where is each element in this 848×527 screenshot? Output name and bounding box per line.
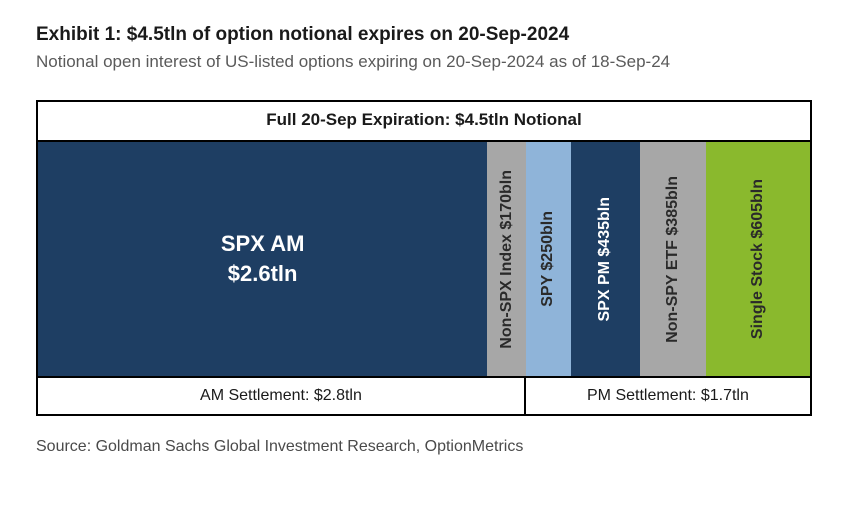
segment-spx_am: SPX AM$2.6tln	[38, 142, 487, 376]
pm-settlement-cell: PM Settlement: $1.7tln	[526, 378, 810, 416]
segment-label-spx_am: SPX AM$2.6tln	[221, 229, 305, 288]
segment-non_spy_etf: Non-SPY ETF $385bln	[640, 142, 706, 376]
am-settlement-cell: AM Settlement: $2.8tln	[38, 378, 526, 416]
segment-label-spx_pm: SPX PM $435bln	[596, 197, 614, 322]
settlement-row: AM Settlement: $2.8tln PM Settlement: $1…	[38, 378, 810, 416]
stacked-bar: SPX AM$2.6tln Non-SPX Index $170bln SPY $2…	[38, 142, 810, 378]
segment-label-single_stock: Single Stock $605bln	[749, 179, 767, 339]
segment-spx_pm: SPX PM $435bln	[571, 142, 640, 376]
exhibit-subtitle: Notional open interest of US-listed opti…	[36, 52, 812, 72]
segment-label-non_spy_etf: Non-SPY ETF $385bln	[664, 176, 682, 343]
source-attribution: Source: Goldman Sachs Global Investment …	[36, 438, 812, 456]
segment-spy: SPY $250bln	[526, 142, 571, 376]
segment-label-non_spx_index: Non-SPX Index $170bln	[498, 170, 516, 349]
full-expiration-label: Full 20-Sep Expiration: $4.5tln Notional	[38, 102, 810, 142]
exhibit-title: Exhibit 1: $4.5tln of option notional ex…	[36, 24, 812, 46]
segment-label-spy: SPY $250bln	[539, 211, 557, 307]
segment-single_stock: Single Stock $605bln	[706, 142, 810, 376]
chart-container: Full 20-Sep Expiration: $4.5tln Notional…	[36, 100, 812, 416]
segment-non_spx_index: Non-SPX Index $170bln	[487, 142, 526, 376]
